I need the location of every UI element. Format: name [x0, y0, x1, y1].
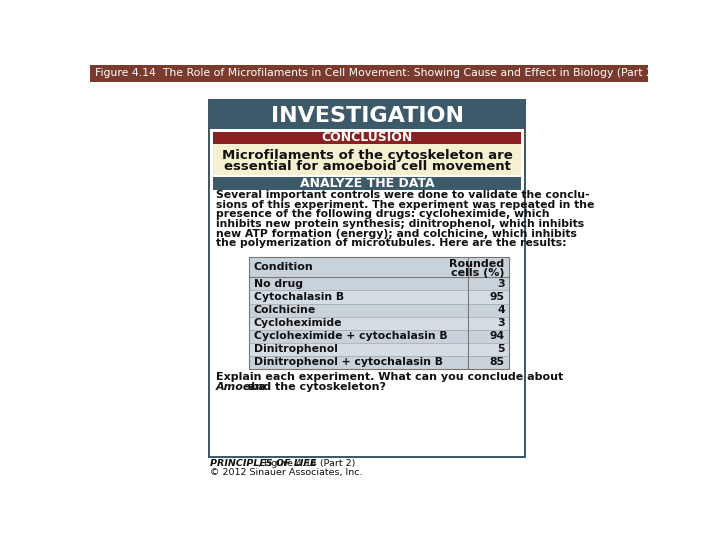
Text: Dinitrophenol + cytochalasin B: Dinitrophenol + cytochalasin B	[253, 357, 443, 367]
Text: Figure 4.14  The Role of Microfilaments in Cell Movement: Showing Cause and Effe: Figure 4.14 The Role of Microfilaments i…	[94, 68, 657, 78]
Text: Rounded: Rounded	[449, 259, 505, 269]
Text: Amoeba: Amoeba	[215, 382, 266, 392]
Text: Cytochalasin B: Cytochalasin B	[253, 292, 343, 302]
Text: INVESTIGATION: INVESTIGATION	[271, 106, 464, 126]
Text: Condition: Condition	[253, 262, 313, 272]
Text: PRINCIPLES OF LIFE: PRINCIPLES OF LIFE	[210, 459, 317, 468]
Text: inhibits new protein synthesis; dinitrophenol, which inhibits: inhibits new protein synthesis; dinitrop…	[215, 219, 584, 229]
Bar	[249, 257, 508, 369]
Bar	[90, 65, 648, 82]
Bar	[208, 99, 526, 458]
Bar	[249, 303, 508, 316]
Text: Cycloheximide: Cycloheximide	[253, 318, 342, 328]
Text: Colchicine: Colchicine	[253, 305, 316, 315]
Text: 3: 3	[497, 279, 505, 289]
Text: , Figure 4.14 (Part 2): , Figure 4.14 (Part 2)	[258, 459, 356, 468]
Bar	[213, 144, 521, 175]
Text: Explain each experiment. What can you conclude about: Explain each experiment. What can you co…	[215, 372, 563, 382]
Text: Dinitrophenol: Dinitrophenol	[253, 345, 338, 354]
Text: Several important controls were done to validate the conclu-: Several important controls were done to …	[215, 190, 589, 200]
Text: the polymerization of microtubules. Here are the results:: the polymerization of microtubules. Here…	[215, 238, 566, 248]
Text: essential for amoeboid cell movement: essential for amoeboid cell movement	[224, 160, 510, 173]
Bar	[249, 356, 508, 369]
Bar	[249, 257, 508, 278]
Text: 3: 3	[497, 318, 505, 328]
Text: 4: 4	[497, 305, 505, 315]
Bar	[249, 278, 508, 291]
Text: CONCLUSION: CONCLUSION	[321, 131, 413, 144]
Text: and the cytoskeleton?: and the cytoskeleton?	[244, 382, 386, 392]
Bar	[213, 132, 521, 144]
Text: 5: 5	[497, 345, 505, 354]
Text: 85: 85	[490, 357, 505, 367]
Text: 95: 95	[490, 292, 505, 302]
Text: cells (%): cells (%)	[451, 268, 505, 278]
Text: Microfilaments of the cytoskeleton are: Microfilaments of the cytoskeleton are	[222, 149, 513, 162]
Text: 94: 94	[490, 331, 505, 341]
Text: © 2012 Sinauer Associates, Inc.: © 2012 Sinauer Associates, Inc.	[210, 468, 363, 476]
Bar	[249, 330, 508, 343]
Text: sions of this experiment. The experiment was repeated in the: sions of this experiment. The experiment…	[215, 200, 594, 210]
Bar	[210, 102, 524, 456]
Text: new ATP formation (energy); and colchicine, which inhibits: new ATP formation (energy); and colchici…	[215, 228, 577, 239]
Text: ANALYZE THE DATA: ANALYZE THE DATA	[300, 177, 434, 190]
Text: No drug: No drug	[253, 279, 302, 289]
Text: Cycloheximide + cytochalasin B: Cycloheximide + cytochalasin B	[253, 331, 447, 341]
Bar	[210, 102, 524, 130]
Bar	[213, 177, 521, 190]
Bar	[249, 257, 508, 369]
Text: presence of the following drugs: cycloheximide, which: presence of the following drugs: cyclohe…	[215, 210, 549, 219]
